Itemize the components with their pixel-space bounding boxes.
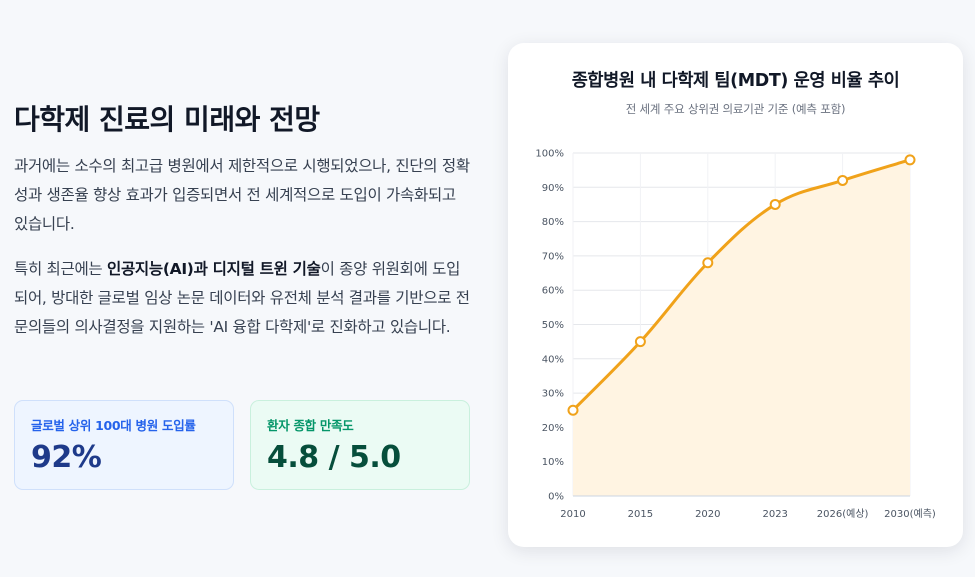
y-tick-label: 10%	[542, 457, 564, 468]
y-tick-label: 100%	[535, 149, 564, 160]
ai-paragraph-start: 특히 최근에는	[14, 260, 108, 278]
y-tick-label: 20%	[542, 423, 564, 434]
x-tick-label: 2030(예측)	[884, 508, 936, 520]
y-tick-label: 50%	[542, 320, 564, 331]
series-area	[573, 159, 910, 497]
data-point	[837, 174, 849, 186]
adoption-rate-label: 글로벌 상위 100대 병원 도입률	[31, 418, 196, 433]
intro-section: 다학제 진료의 미래와 전망 과거에는 소수의 최고급 병원에서 제한적으로 시…	[14, 100, 474, 342]
satisfaction-value: 4.8 / 5.0	[267, 440, 401, 475]
data-point	[702, 257, 714, 269]
y-tick-label: 0%	[548, 492, 564, 503]
adoption-rate-value: 92%	[31, 440, 102, 475]
ai-paragraph-highlight: 인공지능(AI)과 디지털 트윈 기술	[107, 260, 321, 278]
mdt-ratio-chart: 0% 10% 20% 30% 40% 50% 60% 70% 80% 90% 100% 2010 201…	[535, 149, 936, 521]
y-tick-label: 80%	[542, 217, 564, 228]
x-tick-label: 2010	[560, 509, 585, 520]
chart-panel: 종합병원 내 다학제 팀(MDT) 운영 비율 추이 전 세계 주요 상위권 의…	[508, 43, 963, 547]
y-tick-label: 70%	[542, 251, 564, 262]
y-tick-label: 30%	[542, 389, 564, 400]
ai-paragraph-end: 이 종양 위원회에 도입되어, 방대한 글로벌 임상 논문 데이터와 유전체 분…	[14, 260, 470, 336]
x-tick-label: 2020	[695, 509, 720, 520]
x-tick-label: 2023	[762, 509, 787, 520]
data-point	[769, 198, 781, 210]
chart-subtitle: 전 세계 주요 상위권 의료기관 기준 (예측 포함)	[625, 102, 846, 116]
x-tick-label: 2015	[628, 509, 653, 520]
chart-title: 종합병원 내 다학제 팀(MDT) 운영 비율 추이	[571, 71, 900, 91]
adoption-rate-card: 글로벌 상위 100대 병원 도입률 92%	[14, 400, 234, 490]
ai-paragraph: 특히 최근에는 인공지능(AI)과 디지털 트윈 기술이 종양 위원회에 도입되…	[14, 255, 474, 342]
data-point	[904, 154, 916, 166]
intro-paragraph: 과거에는 소수의 최고급 병원에서 제한적으로 시행되었으나, 진단의 정확성과…	[14, 157, 470, 233]
y-tick-label: 90%	[542, 183, 564, 194]
y-tick-label: 60%	[542, 286, 564, 297]
stats-cards: 글로벌 상위 100대 병원 도입률 92% 환자 종합 만족도 4.8 / 5…	[14, 400, 470, 490]
satisfaction-label: 환자 종합 만족도	[267, 418, 354, 433]
satisfaction-card: 환자 종합 만족도 4.8 / 5.0	[250, 400, 470, 490]
x-tick-label: 2026(예상)	[817, 508, 869, 520]
data-point	[567, 404, 579, 416]
page-title: 다학제 진료의 미래와 전망	[14, 103, 320, 136]
data-point	[634, 336, 646, 348]
y-tick-label: 40%	[542, 354, 564, 365]
